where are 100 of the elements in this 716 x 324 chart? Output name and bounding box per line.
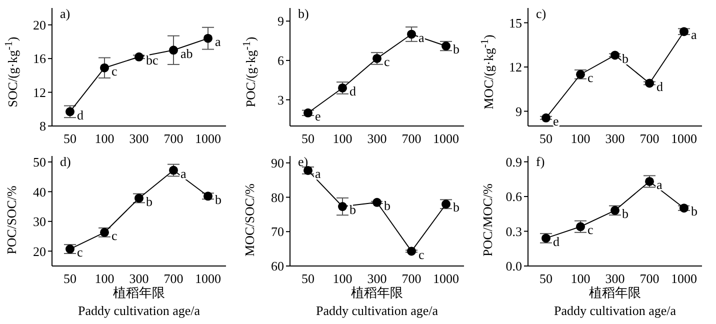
y-axis-title: POC/MOC/%	[480, 184, 496, 256]
x-tick-label: 50	[540, 271, 552, 286]
annotation: a	[691, 27, 697, 42]
y-tick-label: 0.6	[506, 189, 522, 204]
y-tick-label: 0.3	[506, 224, 522, 239]
y-tick-label: 16	[33, 51, 46, 66]
point	[304, 108, 312, 118]
annotation: b	[384, 198, 390, 214]
annotation: a	[315, 166, 321, 182]
y-tick-label: 50	[33, 154, 46, 170]
y-tick-label: 60	[271, 258, 284, 274]
annotation: e	[553, 114, 559, 129]
x-tick-label: 300	[129, 271, 149, 286]
annotation: b	[622, 50, 628, 66]
x-tick-label: 700	[402, 131, 422, 146]
point	[610, 50, 620, 60]
annotation: d	[656, 78, 664, 94]
y-tick-label: 15	[509, 15, 522, 30]
chart-title: b)	[298, 6, 309, 22]
chart-title: a)	[60, 6, 70, 22]
annotation: bc	[146, 52, 158, 68]
annotation: b	[146, 194, 152, 209]
x-tick-label: 700	[640, 131, 660, 146]
annotation: d	[350, 84, 356, 99]
x-tick-label: 300	[129, 131, 149, 146]
annotation: c	[112, 228, 118, 244]
x-tick-label: 300	[367, 131, 387, 146]
annotation: d	[553, 234, 560, 249]
y-tick-label: 30	[33, 214, 46, 230]
x-tick-label: 700	[164, 131, 184, 146]
chart-title: c)	[536, 6, 546, 22]
x-tick-label: 300	[367, 271, 387, 286]
y-tick-label: 3	[278, 92, 284, 108]
y-axis-title: POC/SOC/%	[4, 186, 20, 254]
x-tick-label: 100	[332, 131, 352, 146]
y-tick-label: 8	[40, 118, 46, 134]
x-tick-label: 1000	[671, 131, 697, 146]
point	[204, 34, 212, 43]
y-tick-label: 9	[516, 104, 522, 119]
x-axis-title: 植稻年限 Paddy cultivation age/a	[552, 285, 678, 320]
x-tick-label: 100	[570, 271, 590, 286]
annotation: b	[453, 42, 460, 57]
point	[338, 202, 347, 212]
y-tick-label: 12	[33, 84, 46, 100]
y-tick-label: 0.0	[506, 258, 522, 274]
point	[372, 198, 382, 207]
annotation: e	[315, 108, 321, 124]
point	[680, 204, 688, 213]
chart-title: f)	[536, 154, 545, 170]
y-tick-label: 90	[271, 155, 284, 170]
y-axis-title: MOC/SOC/%	[242, 184, 258, 256]
x-tick-label: 1000	[195, 271, 221, 286]
point	[100, 63, 109, 72]
x-tick-label: 50	[64, 131, 76, 146]
x-tick-label: 50	[540, 131, 552, 146]
chart-title: e)	[298, 154, 308, 170]
annotation: a	[180, 166, 186, 181]
x-tick-label: 1000	[433, 131, 459, 146]
y-tick-label: 40	[33, 184, 46, 200]
y-tick-label: 12	[509, 60, 522, 75]
x-tick-label: 300	[605, 271, 625, 286]
chart-title: d)	[60, 154, 71, 170]
annotation: c	[384, 54, 390, 70]
point	[680, 27, 688, 36]
annotation: d	[77, 107, 84, 122]
x-tick-label: 50	[64, 271, 76, 286]
x-tick-label: 100	[332, 271, 352, 286]
x-tick-label: 100	[94, 131, 114, 146]
x-axis-title: 植稻年限 Paddy cultivation age/a	[314, 285, 440, 320]
x-tick-label: 50	[302, 271, 314, 286]
x-tick-label: 300	[605, 131, 625, 146]
annotation: b	[453, 200, 460, 215]
annotation: b	[691, 204, 698, 219]
y-tick-label: 0.9	[506, 154, 522, 170]
annotation: c	[77, 244, 83, 260]
annotation: a	[215, 34, 221, 49]
point	[542, 113, 550, 122]
annotation: c	[418, 246, 424, 262]
x-tick-label: 1000	[195, 131, 221, 146]
annotation: ab	[180, 46, 193, 61]
x-tick-label: 1000	[671, 271, 697, 286]
y-tick-label: 20	[33, 244, 46, 259]
point	[169, 46, 178, 55]
y-tick-label: 6	[278, 53, 284, 68]
point	[645, 78, 654, 88]
x-tick-label: 100	[94, 271, 114, 286]
y-tick-label: 20	[33, 17, 46, 32]
annotation: b	[215, 192, 222, 207]
point	[407, 30, 416, 39]
y-tick-label: 70	[271, 224, 284, 240]
annotation: c	[588, 222, 594, 238]
annotation: c	[112, 63, 118, 78]
annotation: b	[350, 202, 356, 218]
point	[407, 246, 416, 256]
x-axis-title: 植稻年限 Paddy cultivation age/a	[76, 285, 202, 320]
x-tick-label: 700	[640, 271, 660, 286]
annotation: c	[588, 70, 594, 85]
x-tick-label: 100	[570, 131, 590, 146]
annotation: b	[622, 206, 628, 222]
x-tick-label: 1000	[433, 271, 459, 286]
